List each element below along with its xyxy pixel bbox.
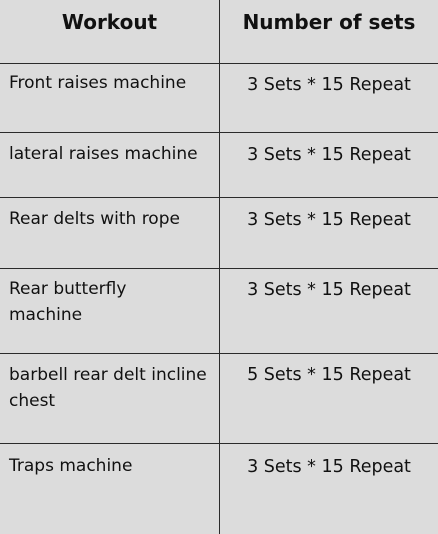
table-row-2-workout: lateral raises machine <box>9 144 198 164</box>
table-row-5-sets: 5 Sets * 15 Repeat <box>247 365 411 385</box>
row-divider <box>0 197 438 198</box>
header-workout: Workout <box>61 10 158 34</box>
table-row-4-workout: Rear butterfly machine <box>9 279 127 325</box>
table-row-4-sets: 3 Sets * 15 Repeat <box>247 280 411 300</box>
row-divider <box>0 132 438 133</box>
table-row-6-workout: Traps machine <box>9 456 133 476</box>
row-divider <box>0 63 438 64</box>
column-divider <box>219 0 220 534</box>
table-row-2-sets: 3 Sets * 15 Repeat <box>247 145 411 165</box>
table-row-1-sets: 3 Sets * 15 Repeat <box>247 75 411 95</box>
table-row-3-workout: Rear delts with rope <box>9 209 180 229</box>
table-row-6-sets: 3 Sets * 15 Repeat <box>247 457 411 477</box>
table-row-1-workout: Front raises machine <box>9 73 187 93</box>
table-row-3-sets: 3 Sets * 15 Repeat <box>247 210 411 230</box>
row-divider <box>0 443 438 444</box>
header-number-of-sets: Number of sets <box>242 10 416 34</box>
row-divider <box>0 353 438 354</box>
table-row-5-workout: barbell rear delt incline chest <box>9 365 207 411</box>
row-divider <box>0 268 438 269</box>
